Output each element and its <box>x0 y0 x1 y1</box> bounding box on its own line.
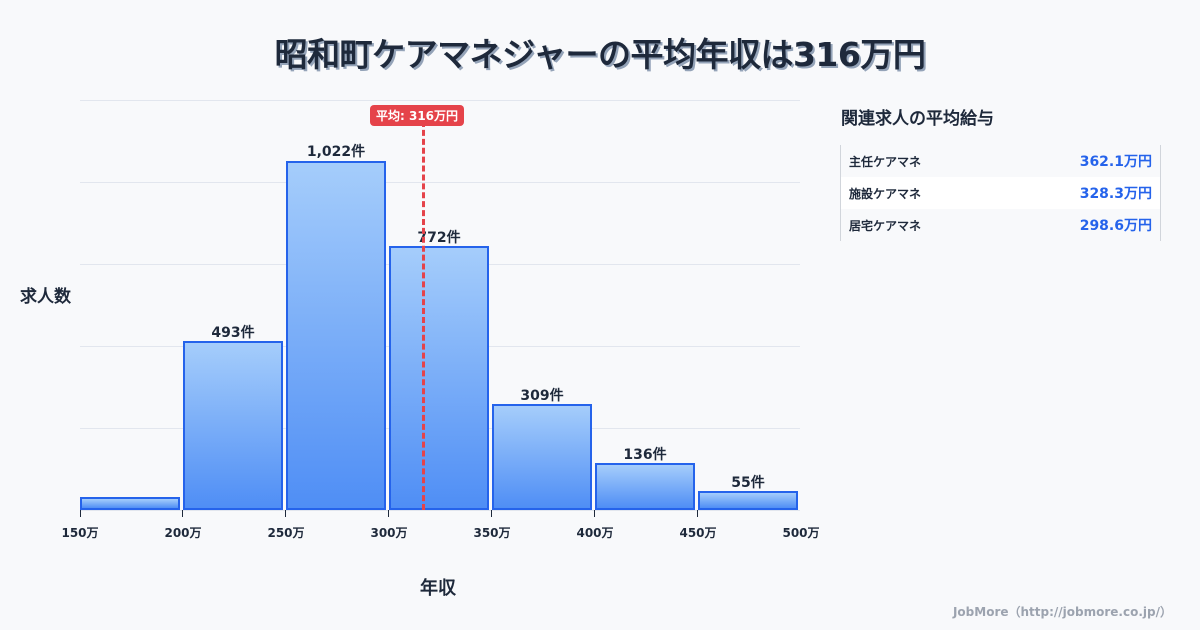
job-name: 居宅ケアマネ <box>849 218 922 233</box>
related-salary-table: 主任ケアマネ 362.1万円 施設ケアマネ 328.3万円 居宅ケアマネ 298… <box>840 145 1161 241</box>
bar-400-450 <box>595 463 695 510</box>
x-tick <box>182 510 183 517</box>
x-tick <box>388 510 389 517</box>
x-tick-label: 400万 <box>576 526 614 540</box>
bar-value-label: 493件 <box>211 325 255 341</box>
y-axis-label: 求人数 <box>20 287 71 307</box>
page-title: 昭和町ケアマネジャーの平均年収は316万円 <box>274 35 926 74</box>
x-tick-label: 350万 <box>473 526 511 540</box>
bar-150-200 <box>80 497 180 510</box>
job-salary: 362.1万円 <box>1079 154 1152 170</box>
related-salary-row: 居宅ケアマネ 298.6万円 <box>841 209 1160 241</box>
bar-200-250 <box>183 341 283 510</box>
average-badge: 平均: 316万円 <box>370 105 465 126</box>
bar-value-label: 772件 <box>417 230 461 246</box>
bar-300-350 <box>389 246 489 510</box>
job-salary: 328.3万円 <box>1079 186 1152 202</box>
histogram-plot: 493件 1,022件 772件 309件 136件 55件 <box>80 100 800 510</box>
x-tick <box>594 510 595 517</box>
related-salary-row: 主任ケアマネ 362.1万円 <box>841 145 1160 177</box>
x-tick-label: 500万 <box>782 526 820 540</box>
bar-value-label: 55件 <box>731 475 765 491</box>
gridline <box>80 182 800 183</box>
average-line <box>422 121 425 510</box>
bar-250-300 <box>286 161 386 510</box>
related-salary-row: 施設ケアマネ 328.3万円 <box>841 177 1160 209</box>
x-tick-label: 150万 <box>61 526 99 540</box>
x-axis <box>80 510 800 511</box>
bar-value-label: 309件 <box>520 388 564 404</box>
x-tick-label: 450万 <box>679 526 717 540</box>
bar-450-500 <box>698 491 798 510</box>
bar-350-400 <box>492 404 592 510</box>
job-name: 施設ケアマネ <box>849 186 922 201</box>
bar-value-label: 136件 <box>623 447 667 463</box>
job-salary: 298.6万円 <box>1079 218 1152 234</box>
x-tick <box>697 510 698 517</box>
x-tick <box>491 510 492 517</box>
x-tick <box>285 510 286 517</box>
related-salary-title: 関連求人の平均給与 <box>841 109 994 129</box>
job-name: 主任ケアマネ <box>849 154 922 169</box>
x-tick <box>80 510 81 517</box>
source-credit: JobMore（http://jobmore.co.jp/） <box>952 605 1172 619</box>
x-axis-label: 年収 <box>420 578 456 599</box>
gridline <box>80 100 800 101</box>
x-tick-label: 300万 <box>370 526 408 540</box>
x-tick-label: 200万 <box>164 526 202 540</box>
bar-value-label: 1,022件 <box>306 144 366 160</box>
x-tick-label: 250万 <box>267 526 305 540</box>
